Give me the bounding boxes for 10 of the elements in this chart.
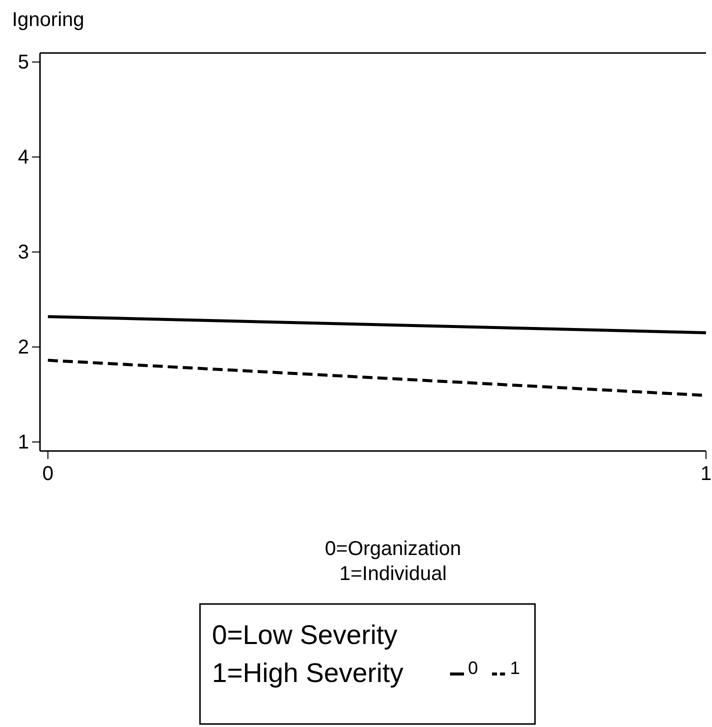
legend-label: 0 [468,658,478,678]
legend-title: 0=Low Severity 1=High Severity [212,620,404,688]
y-tick-label: 5 [18,51,29,74]
y-axis-title: Ignoring [12,9,84,31]
y-tick-label: 1 [18,431,29,454]
x-axis-title: 0=Organization 1=Individual [324,538,462,585]
legend-label: 1 [510,658,520,678]
y-tick-label: 4 [18,146,29,168]
y-tick-label: 3 [18,241,29,264]
y-tick-label: 2 [18,336,29,358]
